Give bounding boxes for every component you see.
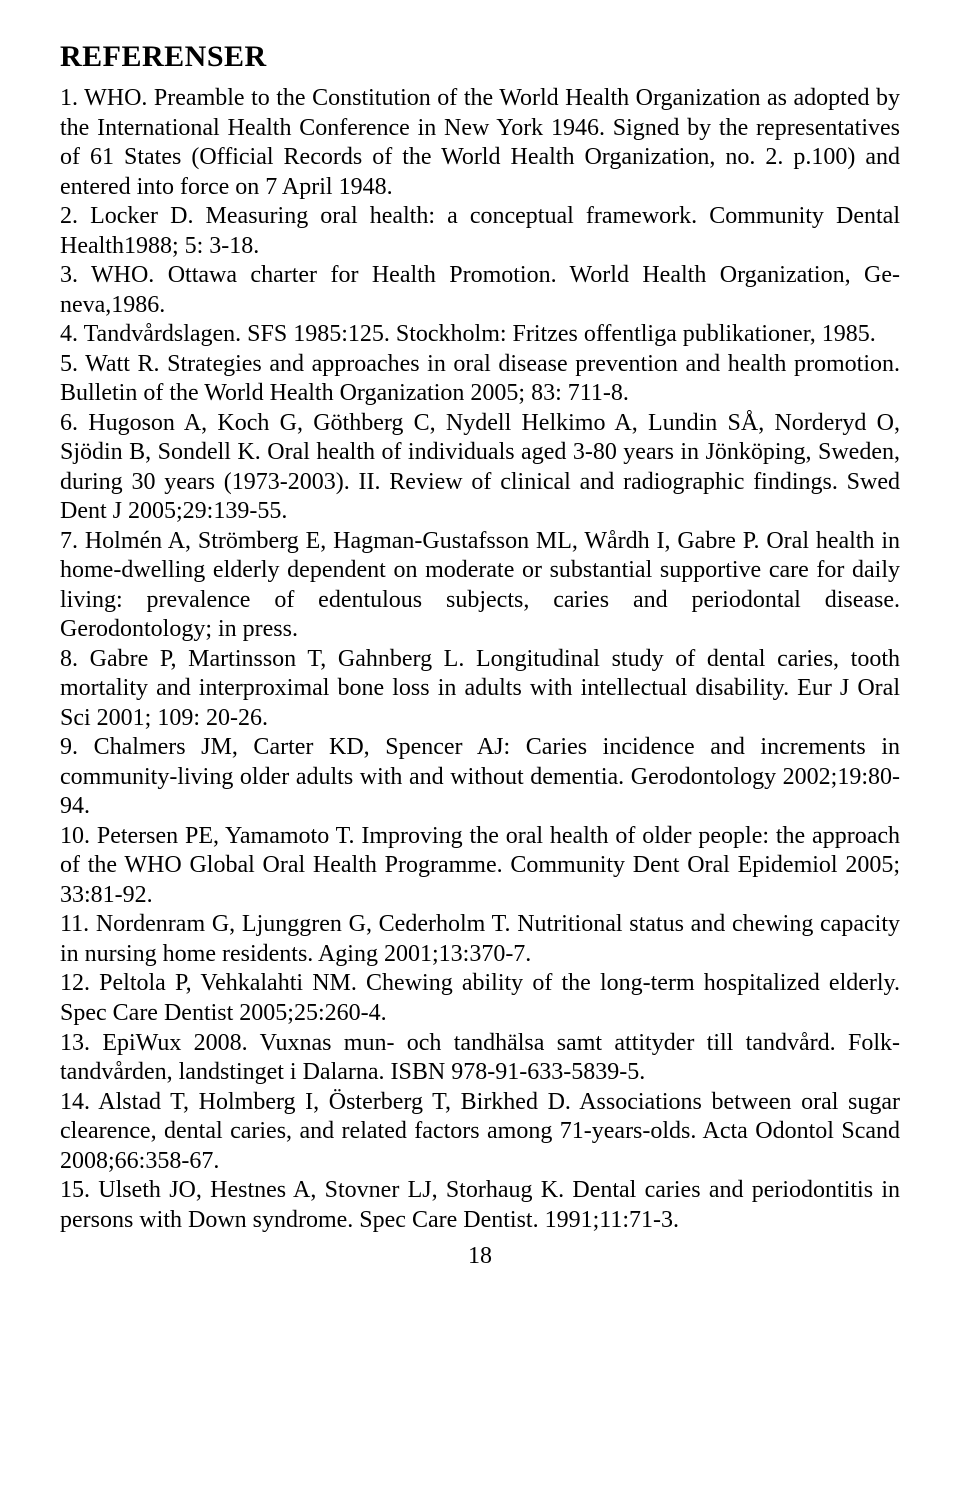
reference-entry: 6. Hugoson A, Koch G, Göthberg C, Nydell… xyxy=(60,409,900,527)
reference-entry: 1. WHO. Preamble to the Constitution of … xyxy=(60,84,900,202)
reference-entry: 10. Petersen PE, Yamamoto T. Improving t… xyxy=(60,822,900,911)
reference-entry: 11. Nordenram G, Ljunggren G, Cederholm … xyxy=(60,910,900,969)
document-page: REFERENSER 1. WHO. Preamble to the Const… xyxy=(0,0,960,1300)
page-number: 18 xyxy=(60,1243,900,1270)
reference-entry: 8. Gabre P, Martinsson T, Gahnberg L. Lo… xyxy=(60,645,900,734)
reference-entry: 2. Locker D. Measuring oral health: a co… xyxy=(60,202,900,261)
reference-entry: 15. Ulseth JO, Hestnes A, Stovner LJ, St… xyxy=(60,1176,900,1235)
reference-entry: 13. EpiWux 2008. Vuxnas mun- och tandhäl… xyxy=(60,1029,900,1088)
section-heading: REFERENSER xyxy=(60,40,900,74)
reference-entry: 12. Peltola P, Vehkalahti NM. Chewing ab… xyxy=(60,969,900,1028)
reference-entry: 9. Chalmers JM, Carter KD, Spencer AJ: C… xyxy=(60,733,900,822)
reference-entry: 5. Watt R. Strategies and approaches in … xyxy=(60,350,900,409)
reference-entry: 3. WHO. Ottawa charter for Health Promot… xyxy=(60,261,900,320)
reference-entry: 14. Alstad T, Holmberg I, Österberg T, B… xyxy=(60,1088,900,1177)
reference-entry: 7. Holmén A, Strömberg E, Hagman-Gustafs… xyxy=(60,527,900,645)
reference-entry: 4. Tandvårdslagen. SFS 1985:125. Stockho… xyxy=(60,320,900,350)
references-list: 1. WHO. Preamble to the Constitution of … xyxy=(60,84,900,1235)
